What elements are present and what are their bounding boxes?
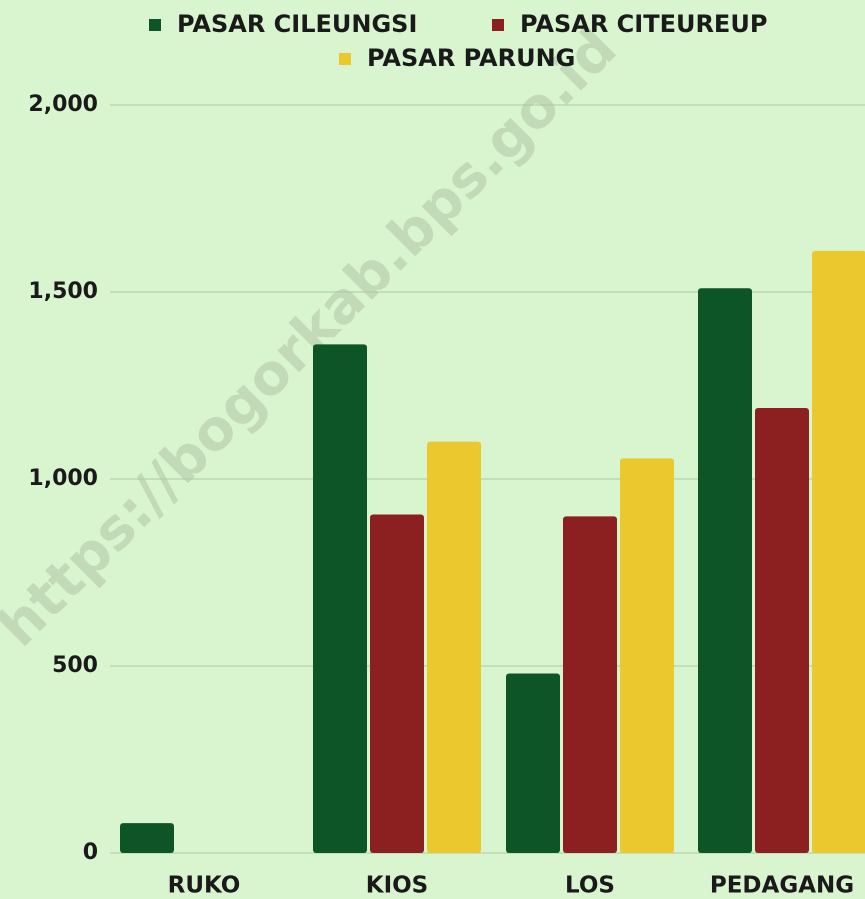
- legend-label: PASAR CITEUREUP: [520, 10, 767, 38]
- y-tick-label: 0: [83, 840, 98, 865]
- bar: [120, 823, 174, 853]
- legend-marker: [339, 53, 351, 65]
- chart: https://bogorkab.bps.go.id 05001,0001,50…: [0, 0, 865, 899]
- bar: [755, 408, 809, 853]
- bar: [812, 251, 865, 853]
- bar: [506, 673, 560, 853]
- legend-label: PASAR CILEUNGSI: [177, 10, 417, 38]
- x-tick-label: PEDAGANG: [710, 873, 854, 899]
- legend-marker: [149, 19, 161, 31]
- legend-label: PASAR PARUNG: [367, 44, 575, 72]
- legend-marker: [492, 19, 504, 31]
- y-tick-label: 2,000: [28, 92, 98, 117]
- bar: [427, 442, 481, 853]
- x-tick-label: RUKO: [168, 873, 241, 899]
- bar: [563, 516, 617, 853]
- x-tick-label: KIOS: [366, 873, 429, 899]
- y-tick-label: 1,000: [28, 466, 98, 491]
- x-tick-label: LOS: [565, 873, 615, 899]
- bar: [313, 344, 367, 853]
- bar: [620, 458, 674, 853]
- bar: [698, 288, 752, 853]
- bar: [370, 515, 424, 853]
- y-tick-label: 1,500: [28, 279, 98, 304]
- y-tick-label: 500: [52, 653, 98, 678]
